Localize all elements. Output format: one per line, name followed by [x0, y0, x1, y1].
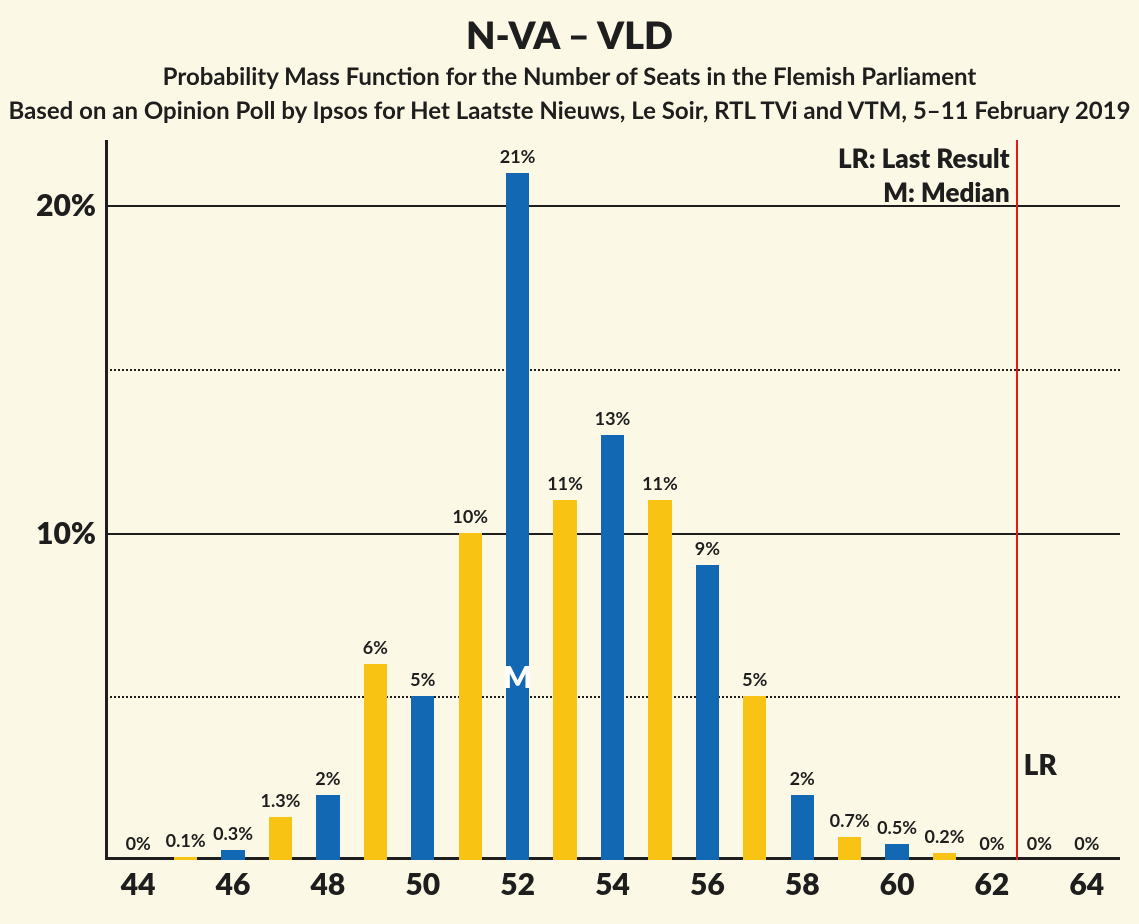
chart-subtitle-2: Based on an Opinion Poll by Ipsos for He… [0, 96, 1139, 125]
bar-value-label: 0% [126, 832, 151, 854]
bar-value-label: 0.3% [213, 822, 253, 844]
x-tick-label: 56 [690, 866, 725, 902]
bar-value-label: 13% [595, 407, 631, 429]
bar-value-label: 0% [979, 832, 1004, 854]
bar-value-label: 2% [790, 767, 815, 789]
legend-m-text: M: Median [883, 176, 1010, 208]
x-tick-label: 54 [595, 866, 630, 902]
bar-value-label: 10% [452, 505, 488, 527]
bar-value-label: 1.3% [261, 789, 301, 811]
bar [459, 533, 482, 860]
bar [601, 435, 624, 860]
y-axis-line [105, 140, 108, 860]
bar-value-label: 21% [500, 145, 536, 167]
legend-lr-text: LR: Last Result [838, 142, 1010, 174]
bar [364, 664, 387, 860]
grid-minor-line [105, 369, 1120, 371]
bar-value-label: 0% [1027, 832, 1052, 854]
last-result-label: LR [1024, 747, 1057, 781]
bar-value-label: 5% [410, 668, 435, 690]
median-mark: M [503, 659, 532, 695]
bar [316, 795, 339, 860]
x-tick-label: 48 [311, 866, 346, 902]
bar [933, 853, 956, 860]
bar [885, 844, 908, 860]
bar [174, 857, 197, 860]
x-tick-label: 62 [975, 866, 1010, 902]
bar-value-label: 11% [547, 472, 583, 494]
bar-value-label: 0.2% [925, 825, 965, 847]
x-tick-label: 64 [1069, 866, 1104, 902]
y-tick-label: 20% [6, 187, 96, 223]
bar [506, 173, 529, 860]
bar-value-label: 5% [742, 668, 767, 690]
bar [838, 837, 861, 860]
bar [411, 696, 434, 860]
bar [221, 850, 244, 860]
bar-value-label: 0.5% [877, 816, 917, 838]
bar-value-label: 2% [315, 767, 340, 789]
bar-value-label: 6% [363, 636, 388, 658]
bar [648, 500, 671, 860]
bar-value-label: 0.1% [166, 829, 206, 851]
grid-major-line [105, 205, 1120, 207]
bar [791, 795, 814, 860]
y-tick-label: 10% [6, 515, 96, 551]
bar-value-label: 9% [695, 537, 720, 559]
bar [743, 696, 766, 860]
bar [553, 500, 576, 860]
bar-value-label: 0.7% [830, 809, 870, 831]
bar [269, 817, 292, 860]
last-result-line [1016, 140, 1018, 860]
chart-page: N-VA – VLD Probability Mass Function for… [0, 0, 1139, 924]
plot-area: LR: Last Result M: Median 10%20%44464850… [105, 140, 1120, 860]
bar-value-label: 11% [642, 472, 678, 494]
chart-subtitle-1: Probability Mass Function for the Number… [0, 62, 1139, 91]
x-tick-label: 46 [216, 866, 251, 902]
x-tick-label: 44 [121, 866, 156, 902]
x-tick-label: 52 [500, 866, 535, 902]
x-tick-label: 50 [405, 866, 440, 902]
bar [696, 565, 719, 860]
bar-value-label: 0% [1074, 832, 1099, 854]
chart-title: N-VA – VLD [0, 12, 1139, 58]
x-tick-label: 58 [785, 866, 820, 902]
x-tick-label: 60 [880, 866, 915, 902]
